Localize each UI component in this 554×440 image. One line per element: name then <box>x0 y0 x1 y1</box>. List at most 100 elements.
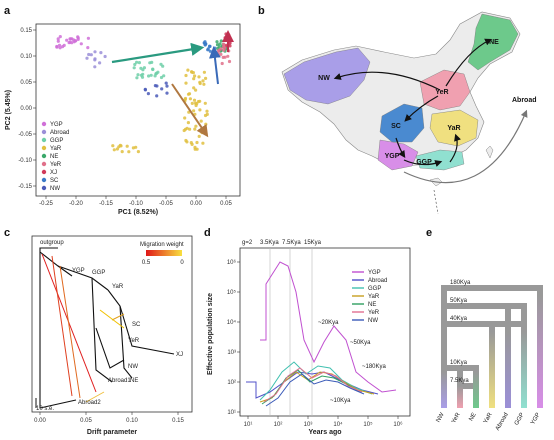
pca-point <box>183 116 187 120</box>
pca-point <box>132 66 136 70</box>
pca-point <box>112 148 116 152</box>
panel-a-label: a <box>4 5 11 17</box>
pca-point <box>198 81 202 86</box>
psmc-ytick: 10⁴ <box>227 319 237 326</box>
pca-point <box>56 37 60 41</box>
pca-xlabel: PC1 (8.52%) <box>118 209 158 216</box>
psmc-legend-label: NE <box>368 302 376 308</box>
treemix-node-label: YeR <box>128 338 140 344</box>
pca-point <box>125 144 129 148</box>
pca-point <box>185 126 189 130</box>
leaf-bar-abroad <box>505 332 511 408</box>
pca-point <box>118 143 122 147</box>
psmc-yticks: 10⁶ 10⁵ 10⁴ 10³ 10² 10¹ <box>227 259 240 416</box>
psmc-mark-0: 3.5Kya <box>260 240 279 246</box>
treemix-node-label: YGP <box>72 268 85 274</box>
se-label: 10 s.e. <box>36 406 54 412</box>
pca-legend-swatch <box>41 137 47 143</box>
pca-point <box>61 45 65 49</box>
psmc-legend-label: GGP <box>368 286 381 292</box>
pca-point <box>217 48 221 52</box>
region-label: NE <box>489 39 499 46</box>
treemix-node-label: SC <box>132 322 141 328</box>
pca-point <box>227 59 232 64</box>
treemix-node-label: NW <box>128 364 138 370</box>
panel-b-label: b <box>258 5 265 17</box>
psmc-ann-0: ~20Kya <box>318 320 339 326</box>
pca-point <box>199 119 203 123</box>
pca-point <box>120 150 124 154</box>
pca-point <box>57 43 62 47</box>
treemix-xtick: 0.05 <box>80 418 92 424</box>
pca-legend-label: YaR <box>50 146 62 152</box>
pca-legend-label: YeR <box>50 162 62 168</box>
panel-e-label: e <box>426 227 432 239</box>
psmc-xlabel: Years ago <box>308 429 341 436</box>
pca-xtick: 0.05 <box>220 201 232 207</box>
pca-point <box>206 47 210 51</box>
pca-point <box>196 100 200 104</box>
pca-point <box>165 84 169 88</box>
pca-point <box>153 74 157 78</box>
pca-point <box>191 71 195 75</box>
region-label: YGP <box>385 153 400 160</box>
pca-point <box>188 97 192 101</box>
treemix-xtick: 0.15 <box>172 418 184 424</box>
treemix-tree <box>39 247 175 409</box>
pca-legend: YGP Abroad GGP YaR NE YeR XJ SC NW <box>41 121 69 192</box>
mw-tick-0: 0.5 <box>142 260 151 266</box>
pca-point <box>194 103 198 108</box>
pca-legend-swatch <box>41 121 47 127</box>
psmc-ylabel: Effective population size <box>207 293 214 375</box>
pca-point <box>93 65 97 69</box>
psmc-ytick: 10² <box>227 380 236 386</box>
south-sea-dash <box>433 189 439 215</box>
pca-point <box>219 52 223 57</box>
arrow-ggp-ne <box>111 42 205 64</box>
arrow-ggp-yar <box>171 83 209 138</box>
pca-point <box>197 75 201 79</box>
treemix-node-label: Abroad2 <box>78 400 101 406</box>
psmc-ytick: 10⁵ <box>227 289 237 296</box>
pca-point <box>147 74 151 78</box>
panel-d: d g=2 3.5Kya 7.5Kya 15Kya ~20Kya ~50Kya … <box>204 227 411 436</box>
pca-point <box>85 56 89 60</box>
pca-point <box>205 109 209 113</box>
pca-ytick: 0.05 <box>20 80 32 86</box>
pca-point <box>201 141 205 145</box>
pca-point <box>189 141 193 145</box>
panel-b: b NW NE YeR SC YaR YGP GGP Abroad <box>258 5 537 215</box>
leaf-bar-ygp <box>537 296 543 408</box>
pca-point <box>165 91 169 95</box>
pca-point <box>216 52 220 56</box>
pca-point <box>133 62 137 67</box>
leaf-bar-yar <box>489 332 495 408</box>
pca-point <box>219 39 223 43</box>
pca-point <box>202 82 206 86</box>
pca-legend-swatch <box>41 169 47 175</box>
pca-point <box>99 51 103 55</box>
pca-point <box>93 50 97 54</box>
region-label: YeR <box>435 89 448 96</box>
pca-point <box>204 122 208 126</box>
treemix-frame <box>31 235 193 413</box>
psmc-legend-label: YaR <box>368 294 380 300</box>
map-labels: NW NE YeR SC YaR YGP GGP <box>318 39 499 166</box>
pca-legend-swatch <box>41 153 47 159</box>
pca-xtick: -0.20 <box>69 201 83 207</box>
pca-legend-swatch <box>41 177 47 183</box>
psmc-ann-1: ~50Kya <box>350 340 371 346</box>
psmc-legend-label: Abroad <box>368 278 387 284</box>
pca-xtick: 0.00 <box>190 201 202 207</box>
pca-point <box>155 71 159 75</box>
pca-point <box>198 108 202 112</box>
pca-point <box>203 43 207 47</box>
panel-c-label: c <box>4 227 10 239</box>
treemix-node-label: NE <box>130 378 138 384</box>
psmc-line <box>265 373 365 407</box>
leaf-bar-yer <box>457 386 463 408</box>
mw-tick-1: 0 <box>180 260 184 266</box>
region-label: NW <box>318 75 330 82</box>
pca-point <box>215 43 220 47</box>
